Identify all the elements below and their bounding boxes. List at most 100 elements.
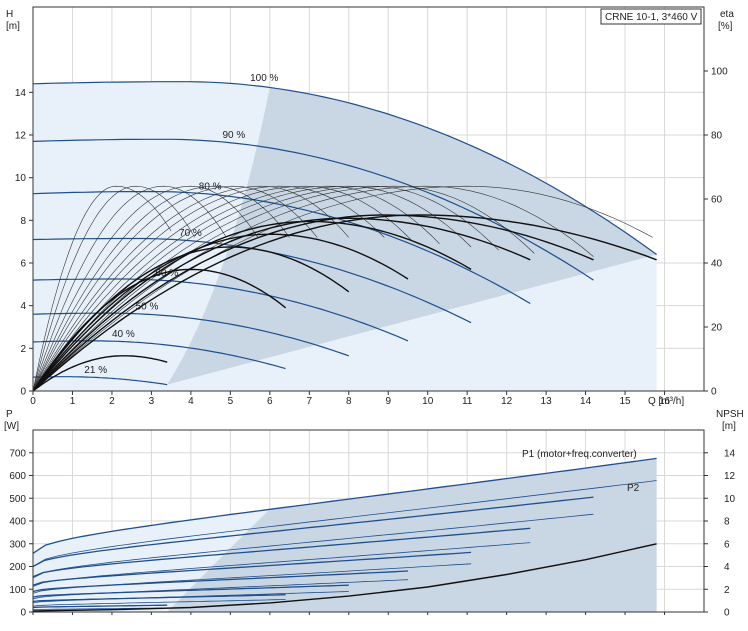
x-tick-label: 6	[267, 396, 273, 407]
p2-curve	[32, 599, 286, 607]
power-axis-name: P	[6, 409, 13, 420]
efficiency-curve-thin	[32, 185, 196, 392]
chart-title: CRNE 10-1, 3*460 V	[605, 12, 698, 23]
y-tick-label: 14	[15, 88, 27, 99]
head-curve	[33, 376, 168, 386]
p1-curve	[32, 584, 349, 598]
power-tick-label: 600	[9, 471, 26, 482]
x-tick-label: 5	[228, 396, 234, 407]
npsh-tick-label: 10	[724, 494, 736, 505]
x-tick-label: 16	[659, 396, 671, 407]
operating-region	[167, 87, 657, 385]
x-tick-label: 10	[422, 396, 434, 407]
y-tick-label: 0	[20, 387, 26, 398]
efficiency-curve	[32, 233, 409, 392]
y2-axis-name: eta	[720, 9, 734, 20]
npsh-tick-label: 12	[724, 471, 736, 482]
efficiency-curve-thin	[32, 185, 385, 392]
head-curve-label: 80 %	[199, 181, 222, 192]
head-curve-label: 70 %	[179, 228, 202, 239]
head-operating-region	[33, 81, 657, 391]
y-tick-label: 8	[20, 216, 26, 227]
x-tick-label: 8	[346, 396, 352, 407]
power-tick-label: 700	[9, 448, 26, 459]
p1-curve	[32, 527, 531, 578]
x-tick-label: 1	[70, 396, 76, 407]
efficiency-curves	[32, 185, 657, 392]
p1-curve	[32, 551, 472, 586]
efficiency-curve-thin	[32, 185, 594, 392]
y-tick-label: 12	[15, 131, 27, 142]
x-tick-label: 9	[385, 396, 391, 407]
y-tick-label: 10	[15, 173, 27, 184]
head-curve	[32, 138, 594, 281]
head-curve-label: 60 %	[155, 268, 178, 279]
efficiency-curve-thin	[32, 185, 472, 392]
efficiency-curve-thin	[32, 185, 500, 392]
head-curve	[32, 81, 657, 255]
head-curve	[32, 190, 531, 305]
efficiency-curve	[32, 268, 287, 392]
power-tick-label: 500	[9, 494, 26, 505]
head-curve	[32, 278, 409, 342]
p2-curve	[32, 513, 594, 579]
npsh-tick-label: 14	[724, 448, 736, 459]
x-tick-label: 14	[580, 396, 592, 407]
efficiency-curve-thin	[32, 185, 318, 392]
p2-curve	[32, 542, 531, 587]
head-curve-label: 100 %	[250, 73, 278, 84]
power-curves	[32, 457, 657, 612]
p1-curve	[32, 594, 286, 603]
x-tick-label: 2	[109, 396, 115, 407]
p1-curve	[32, 604, 168, 609]
efficiency-curve-thin	[32, 185, 653, 392]
power-tick-label: 300	[9, 539, 26, 550]
head-curves: 100 % 90 % 80 % 70 % 60 % 50 % 40 % 21 %	[32, 73, 657, 386]
x-tick-label: 11	[462, 396, 473, 407]
p1-curve	[32, 457, 657, 554]
x-tick-label: 3	[149, 396, 155, 407]
efficiency-curve-thin	[32, 185, 413, 392]
p1-curve	[32, 570, 409, 593]
x-tick-label: 12	[501, 396, 513, 407]
head-curve-label: 90 %	[222, 130, 245, 141]
x-tick-label: 15	[619, 396, 631, 407]
y2-tick-label: 0	[711, 387, 717, 398]
head-curve-label: 40 %	[112, 329, 135, 340]
npsh-curve	[32, 543, 657, 612]
efficiency-curve	[32, 355, 168, 392]
y2-tick-label: 80	[711, 131, 723, 142]
efficiency-curve	[32, 214, 657, 392]
efficiency-curve	[32, 217, 531, 392]
y-axis-name: H	[6, 9, 13, 20]
power-chart-axes: 0 100 200 300 400 500 600 700 0 2 4 6 8 10 12 14	[9, 448, 735, 618]
y-axis-unit: [m]	[6, 21, 20, 32]
power-tick-label: 100	[9, 585, 26, 596]
x-tick-label: 7	[307, 396, 313, 407]
efficiency-curve-thin	[32, 185, 290, 392]
npsh-tick-label: 4	[724, 562, 730, 573]
y2-tick-label: 20	[711, 323, 723, 334]
head-chart-axes: 0 1 2 3 4 5 6 7 8 9 10 11 12 13 14 15 160246810121402040…	[15, 67, 728, 408]
power-axis-unit: [W]	[4, 421, 19, 432]
efficiency-curve-thin	[32, 185, 227, 392]
power-tick-label: 0	[20, 608, 26, 619]
p1-series-label: P1 (motor+freq.converter)	[522, 449, 637, 460]
x-axis-label: Q [m³/h]	[648, 396, 684, 407]
y2-tick-label: 40	[711, 259, 723, 270]
power-operating-region-fill	[167, 458, 657, 612]
efficiency-curve	[32, 220, 472, 392]
p2-curve	[32, 480, 657, 567]
npsh-axis-unit: [m]	[722, 421, 736, 432]
y-tick-label: 2	[20, 344, 26, 355]
y2-tick-label: 100	[711, 67, 728, 78]
p2-series-label: P2	[627, 483, 640, 494]
efficiency-curve-thin	[32, 185, 259, 392]
x-tick-label: 4	[188, 396, 194, 407]
y-tick-label: 4	[20, 301, 26, 312]
x-tick-label: 0	[30, 396, 36, 407]
head-curve-label: 50 %	[136, 302, 159, 313]
npsh-tick-label: 2	[724, 585, 730, 596]
npsh-axis-name: NPSH	[716, 409, 744, 420]
